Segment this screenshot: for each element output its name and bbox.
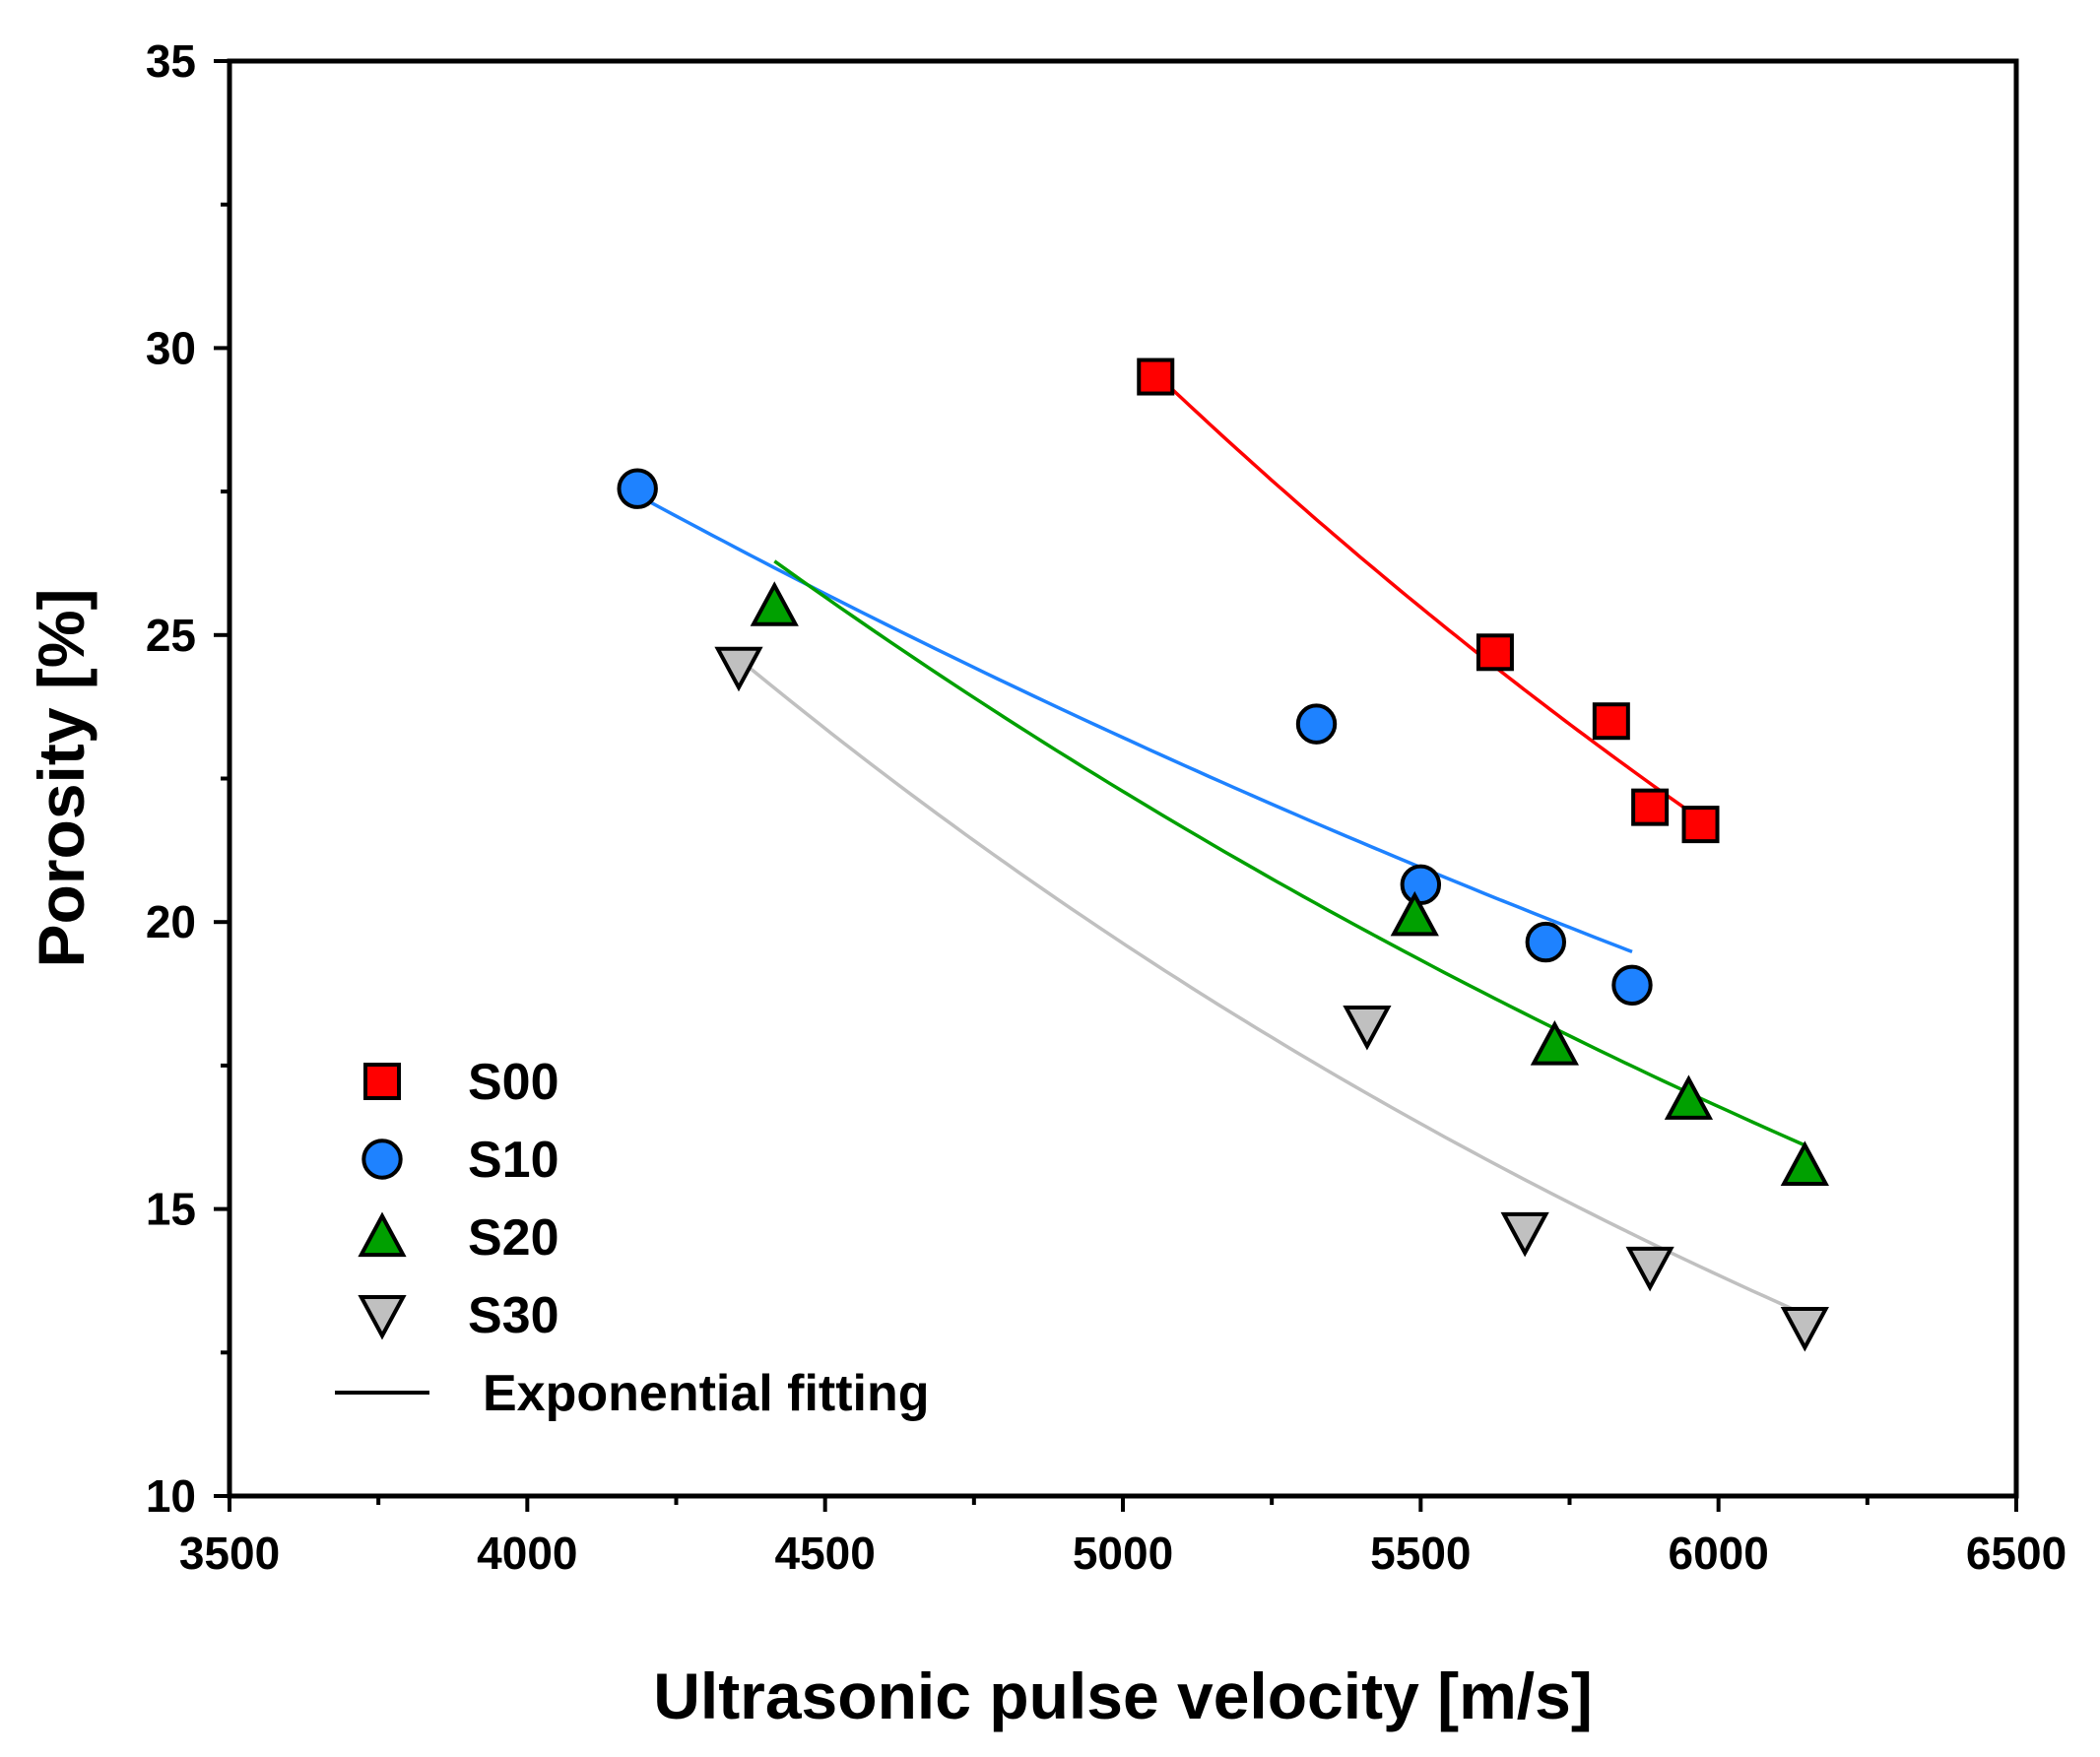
data-point-s30 (1343, 1006, 1392, 1051)
y-tick-label: 30 (146, 322, 196, 373)
data-point-s10 (1400, 864, 1442, 906)
x-tick-label: 5500 (1370, 1528, 1471, 1579)
data-point-s10 (1611, 964, 1653, 1007)
fit-curve-s30 (737, 657, 1806, 1317)
legend-label: S00 (468, 1054, 559, 1111)
data-point-s20 (1390, 890, 1439, 937)
data-point-s20 (750, 581, 799, 626)
x-tick-label: 6000 (1668, 1528, 1768, 1579)
data-point-s00 (1681, 806, 1720, 844)
x-tick-label: 5000 (1073, 1528, 1173, 1579)
x-axis-title: Ultrasonic pulse velocity [m/s] (653, 1659, 1593, 1732)
x-tick-label: 6500 (1966, 1528, 2067, 1579)
legend-marker-s20 (358, 1211, 407, 1258)
fit-curves (636, 372, 1806, 1317)
data-point-s20 (1664, 1074, 1714, 1120)
legend-marker-s00 (363, 1063, 401, 1100)
y-tick-label: 20 (146, 896, 196, 947)
data-point-s10 (1295, 703, 1338, 745)
legend-marker-s10 (361, 1139, 403, 1180)
y-axis-title: Porosity [%] (25, 588, 98, 967)
y-tick-label: 15 (146, 1184, 196, 1235)
legend-label: S20 (468, 1209, 559, 1267)
data-point-s20 (1530, 1020, 1579, 1066)
data-point-s20 (1780, 1140, 1829, 1186)
data-point-s00 (1476, 633, 1514, 672)
x-tick-label: 3500 (179, 1528, 280, 1579)
x-tick-label: 4000 (477, 1528, 577, 1579)
fit-curve-s20 (773, 559, 1806, 1147)
data-point-s30 (1625, 1246, 1674, 1292)
legend-label: S10 (468, 1132, 559, 1189)
legend-marker-s30 (358, 1294, 407, 1340)
fit-curve-s10 (636, 493, 1633, 954)
data-point-s30 (1780, 1307, 1829, 1352)
x-tick-label: 4500 (774, 1528, 875, 1579)
fit-curve-s00 (1154, 372, 1702, 821)
data-point-s10 (617, 468, 658, 509)
data-point-s00 (1592, 702, 1630, 741)
legend: S00 S10 S20 S30 Exponential fitting (335, 1054, 930, 1422)
y-tick-label: 25 (146, 610, 196, 661)
legend-label: Exponential fitting (483, 1365, 930, 1422)
data-point-s30 (1500, 1211, 1549, 1258)
data-point-s00 (1631, 788, 1670, 826)
y-tick-label: 10 (146, 1470, 196, 1522)
plot-frame (227, 58, 2019, 1499)
data-markers (617, 358, 1829, 1352)
data-point-s10 (1525, 921, 1567, 963)
data-point-s00 (1137, 358, 1175, 396)
y-tick-label: 35 (146, 35, 196, 87)
legend-label: S30 (468, 1287, 559, 1344)
data-point-s30 (714, 646, 763, 692)
axis-ticks: 3500 4000 4500 5000 5500 6000 6500 10 15 20 25 30 35 (146, 35, 2067, 1579)
